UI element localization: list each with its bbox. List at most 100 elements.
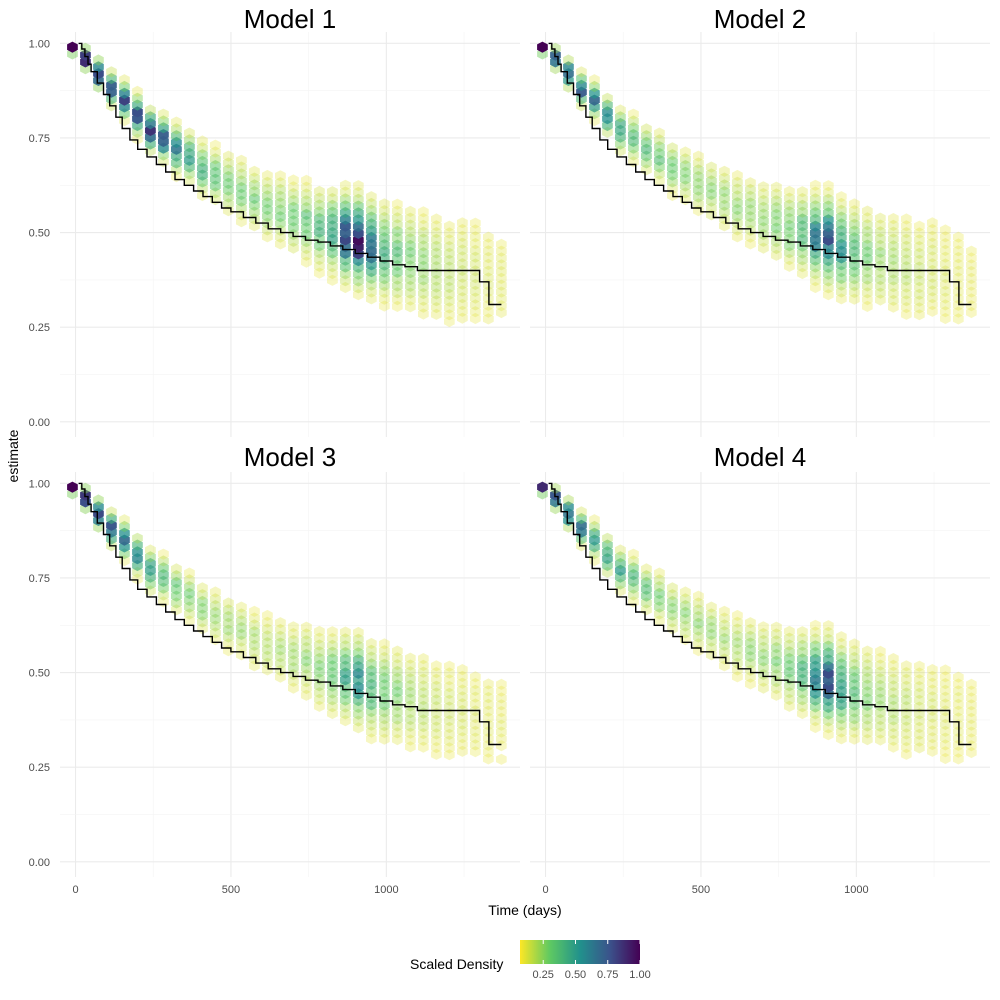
density-hexbin — [288, 655, 299, 667]
density-hexbin — [823, 715, 834, 727]
density-hexbin — [353, 647, 364, 659]
density-hexbin — [327, 653, 338, 665]
density-hexbin — [628, 548, 639, 560]
density-hexbin — [849, 638, 860, 650]
density-hexbin — [797, 199, 808, 211]
density-hexbin — [379, 218, 390, 230]
density-hexbin — [327, 206, 338, 218]
density-hexbin — [353, 289, 364, 301]
density-hexbin — [875, 267, 886, 279]
density-hexbin — [836, 279, 847, 291]
density-hexbin — [184, 608, 195, 620]
density-hexbin — [314, 632, 325, 644]
density-hexbin — [132, 539, 143, 551]
legend-color-bar — [520, 940, 640, 964]
density-hexbin — [628, 589, 639, 601]
density-hexbin — [888, 247, 899, 259]
density-hexbin — [496, 733, 507, 745]
y-axis-title: estimate — [5, 429, 21, 482]
density-hexbin — [379, 665, 390, 677]
density-hexbin — [810, 640, 821, 652]
density-hexbin — [197, 155, 208, 167]
density-hexbin — [693, 624, 704, 636]
density-hexbin — [470, 306, 481, 318]
density-hexbin — [392, 205, 403, 217]
density-hexbin — [327, 639, 338, 651]
density-hexbin — [457, 237, 468, 249]
density-hexbin — [745, 231, 756, 243]
density-hexbin — [340, 715, 351, 727]
density-hexbin — [340, 640, 351, 652]
density-hexbin — [706, 168, 717, 180]
density-hexbin — [470, 231, 481, 243]
density-hexbin — [431, 735, 442, 747]
density-hexbin — [457, 698, 468, 710]
density-hexbin — [888, 714, 899, 726]
density-hexbin — [654, 601, 665, 613]
density-hexbin — [797, 701, 808, 713]
density-hexbin — [680, 187, 691, 199]
density-hexbin — [823, 633, 834, 645]
density-hexbin — [197, 616, 208, 628]
density-hexbin — [940, 272, 951, 284]
density-hexbin — [379, 211, 390, 223]
density-hexbin — [849, 720, 860, 732]
density-hexbin — [275, 630, 286, 642]
density-hexbin — [444, 667, 455, 679]
density-hexbin — [353, 640, 364, 652]
density-hexbin — [301, 188, 312, 200]
density-hexbin — [784, 653, 795, 665]
density-hexbin — [654, 134, 665, 146]
density-hexbin — [431, 281, 442, 293]
density-hexbin — [431, 742, 442, 754]
density-hexbin — [366, 293, 377, 305]
density-hexbin — [392, 713, 403, 725]
density-hexbin — [366, 644, 377, 656]
density-hexbin — [470, 299, 481, 311]
density-hexbin — [444, 316, 455, 328]
density-hexbin — [483, 698, 494, 710]
density-hexbin — [392, 300, 403, 312]
density-hexbin — [223, 164, 234, 176]
density-hexbin — [680, 606, 691, 618]
density-hexbin — [184, 567, 195, 579]
density-hexbin — [327, 186, 338, 198]
density-hexbin — [940, 258, 951, 270]
density-hexbin — [236, 161, 247, 173]
density-hexbin — [392, 652, 403, 664]
density-hexbin — [457, 271, 468, 283]
density-hexbin — [615, 104, 626, 116]
density-hexbin — [602, 92, 613, 104]
density-hexbin — [927, 677, 938, 689]
density-hexbin — [888, 673, 899, 685]
density-hexbin — [210, 146, 221, 158]
density-hexbin — [418, 700, 429, 712]
density-hexbin — [771, 229, 782, 241]
density-hexbin — [888, 260, 899, 272]
density-hexbin — [405, 267, 416, 279]
density-hexbin — [418, 301, 429, 313]
density-hexbin — [862, 300, 873, 312]
density-hexbin — [431, 274, 442, 286]
density-hexbin — [496, 286, 507, 298]
density-hexbin — [236, 622, 247, 634]
density-hexbin — [483, 705, 494, 717]
density-hexbin — [810, 186, 821, 198]
density-hexbin — [927, 237, 938, 249]
density-hexbin — [927, 684, 938, 696]
density-hexbin — [288, 621, 299, 633]
density-hexbin — [966, 306, 977, 319]
density-hexbin — [875, 287, 886, 299]
density-hexbin — [444, 681, 455, 693]
density-hexbin — [758, 675, 769, 687]
density-hexbins — [537, 481, 977, 765]
density-hexbin — [797, 261, 808, 273]
density-hexbin — [210, 160, 221, 172]
density-hexbin — [784, 646, 795, 658]
density-hexbin — [888, 653, 899, 665]
density-hexbin — [862, 713, 873, 725]
density-hexbin — [236, 182, 247, 194]
density-hexbin — [953, 306, 964, 318]
density-hexbin — [810, 281, 821, 294]
